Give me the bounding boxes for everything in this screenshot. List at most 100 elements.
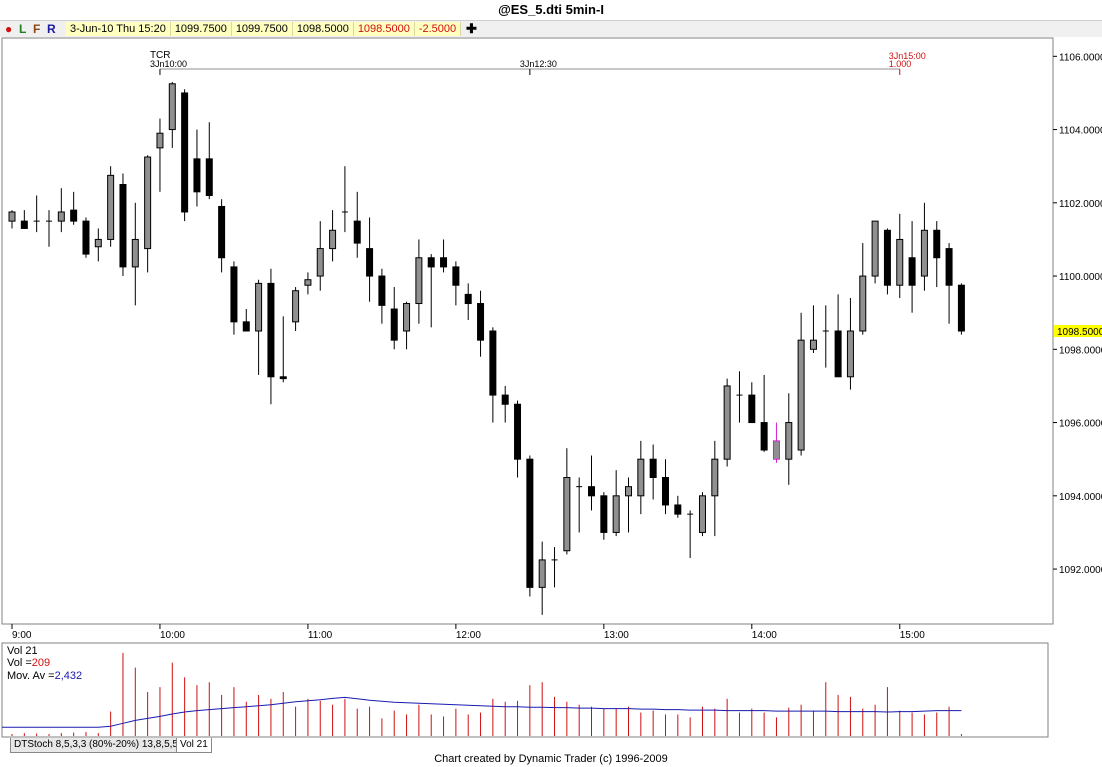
candle-body: [920, 229, 928, 277]
candle: [526, 455, 534, 597]
candle: [292, 287, 300, 331]
tab-dtstoch[interactable]: DTStoch 8,5,3,3 (80%-20%) 13,8,5,5: [10, 738, 182, 753]
candle: [649, 444, 657, 500]
time-tick-label: 10:00: [160, 630, 185, 641]
time-axis: 9:00 10:00 11:00 12:00 13:00 14:00 15:00: [2, 623, 1053, 641]
volume-panel-border: [1, 642, 1049, 738]
candle: [415, 239, 423, 324]
candle-body: [329, 229, 337, 250]
candle: [440, 239, 448, 273]
candle-body: [304, 279, 312, 286]
candle: [168, 81, 176, 148]
candle-body: [20, 220, 28, 229]
candle: [687, 510, 694, 559]
candle: [933, 221, 941, 288]
price-tick-label: 1102.0000: [1059, 199, 1102, 210]
current-price-label: 1098.5000: [1057, 327, 1102, 338]
candle: [156, 118, 164, 192]
l-button[interactable]: L: [19, 22, 27, 36]
price-axis: 1092.0000 1094.0000 1096.0000 1098.0000 1100…: [1053, 52, 1102, 576]
candle-body: [809, 339, 817, 350]
candle: [33, 195, 40, 233]
candle-body: [366, 248, 374, 277]
candle-body: [859, 275, 867, 332]
candle: [477, 290, 485, 357]
f-button[interactable]: F: [33, 22, 41, 36]
candle: [674, 495, 682, 518]
candle-body: [883, 229, 891, 286]
candle-body: [674, 504, 682, 515]
candle: [353, 191, 361, 258]
candle-body: [797, 339, 805, 451]
candle-body: [489, 330, 497, 396]
candle: [576, 477, 583, 533]
record-icon[interactable]: ●: [5, 22, 13, 36]
candle-body: [957, 284, 965, 332]
candle-body: [723, 385, 731, 460]
quote-low: 1098.5000: [293, 22, 354, 36]
candle: [822, 305, 829, 368]
candle-body: [378, 275, 386, 306]
candle-body: [427, 257, 435, 268]
annotation-right-value: 1.000: [889, 59, 912, 69]
candle-body: [82, 220, 90, 255]
candle-body: [168, 83, 176, 131]
candle-body: [600, 495, 608, 533]
tab-vol21[interactable]: Vol 21: [176, 738, 212, 753]
price-tick-label: 1096.0000: [1059, 419, 1102, 430]
candle-body: [501, 394, 509, 405]
candle: [711, 440, 719, 537]
candle: [736, 371, 743, 423]
candle: [230, 261, 238, 335]
candle-body: [588, 486, 596, 497]
candle: [181, 89, 189, 222]
candle-body: [218, 205, 226, 259]
candle: [70, 191, 78, 225]
candle-body: [292, 290, 300, 323]
candle: [748, 382, 756, 424]
candle-body: [896, 238, 904, 286]
candle: [723, 378, 731, 467]
candle-body: [131, 238, 139, 268]
candle-body: [748, 394, 756, 424]
quote-datetime: 3-Jun-10 Thu 15:20: [66, 22, 171, 36]
vol-label: Vol =: [7, 657, 32, 669]
candle: [20, 210, 28, 229]
moving-average-line: [2, 696, 962, 728]
candle: [834, 294, 842, 378]
r-button[interactable]: R: [47, 22, 56, 36]
candle: [242, 309, 250, 332]
candle: [316, 221, 324, 291]
candle-body: [403, 303, 411, 332]
candle-body: [526, 458, 534, 588]
candle: [279, 316, 287, 383]
candle-body: [440, 257, 448, 268]
candle: [501, 385, 509, 423]
candle: [551, 547, 558, 588]
candle: [760, 374, 768, 452]
candle-body: [661, 477, 669, 506]
candle-body: [255, 282, 263, 332]
candle-body: [57, 211, 65, 222]
candle: [698, 492, 706, 537]
annotation-right-label: 3Jn15:00: [889, 51, 926, 61]
candle-body: [144, 156, 152, 250]
window-title: @ES_5.dti 5min-I: [0, 0, 1102, 21]
volume-panel: [1, 642, 1049, 738]
quote-bar: 3-Jun-10 Thu 15:20 1099.7500 1099.7500 1…: [66, 22, 462, 36]
candle: [57, 188, 65, 233]
candle: [514, 400, 522, 478]
candle: [144, 155, 152, 273]
time-tick-label: 15:00: [900, 630, 925, 641]
candle-body: [514, 403, 522, 460]
crosshair-icon[interactable]: ✚: [466, 21, 477, 36]
candle-body: [415, 257, 423, 305]
price-tick-label: 1092.0000: [1059, 565, 1102, 576]
current-price-marker: [1054, 325, 1102, 337]
candle: [945, 243, 953, 324]
candle: [94, 228, 102, 262]
candle: [797, 312, 805, 456]
time-tick-label: 9:00: [12, 630, 32, 641]
candle: [131, 202, 139, 306]
